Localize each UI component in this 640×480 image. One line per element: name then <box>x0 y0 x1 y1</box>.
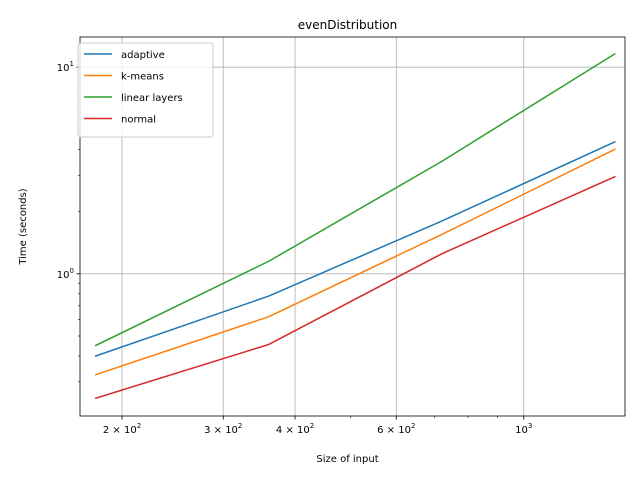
series-line-linear-layers <box>94 52 616 347</box>
axis-ticks: 2 × 102 3 × 102 4 × 102 6 × 102 103 100 101 <box>57 60 533 436</box>
y-axis-label: Time (seconds) <box>18 188 29 265</box>
x-tick-label: 103 <box>515 422 532 436</box>
legend-label-linear-layers: linear layers <box>121 93 183 104</box>
legend-label-k-means: k-means <box>121 72 164 83</box>
legend-label-normal: normal <box>121 115 156 126</box>
x-tick-label: 3 × 102 <box>204 422 242 436</box>
x-axis-label: Size of input <box>316 454 378 465</box>
series-line-k-means <box>94 148 616 376</box>
y-tick-label: 100 <box>57 267 74 281</box>
x-tick-label: 2 × 102 <box>103 422 141 436</box>
x-tick-label: 4 × 102 <box>276 422 314 436</box>
legend: adaptive k-means linear layers normal <box>77 42 214 138</box>
series-line-normal <box>94 175 616 400</box>
x-tick-label: 6 × 102 <box>377 422 415 436</box>
series-lines <box>94 52 616 400</box>
y-tick-label: 101 <box>57 60 74 74</box>
legend-box <box>77 42 214 138</box>
plot-frame <box>79 36 626 417</box>
chart-title: evenDistribution <box>298 18 397 32</box>
series-line-adaptive <box>94 140 616 357</box>
legend-label-adaptive: adaptive <box>121 50 165 61</box>
